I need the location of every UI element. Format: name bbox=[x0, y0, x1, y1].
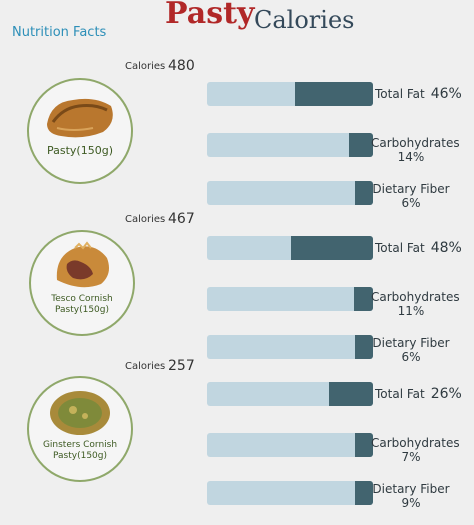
bar-track bbox=[207, 433, 373, 457]
calories-value: 467 bbox=[168, 211, 195, 227]
calories-value: 480 bbox=[168, 58, 195, 74]
calories-label: Calories bbox=[125, 361, 166, 372]
nutrient-percent: 11% bbox=[397, 304, 425, 318]
bar-track bbox=[207, 335, 373, 359]
bar-dietary-fiber bbox=[355, 481, 373, 505]
nutrient-label: Total Fat 26% bbox=[375, 386, 462, 402]
bar-track bbox=[207, 287, 373, 311]
bar-track bbox=[207, 481, 373, 505]
page-subtitle: Calories bbox=[254, 6, 355, 34]
nutrient-label: Total Fat 48% bbox=[375, 240, 462, 256]
nutrient-percent: 26% bbox=[430, 386, 462, 402]
nutrient-name: Total Fat bbox=[375, 387, 425, 401]
pasty-image bbox=[50, 391, 110, 435]
food-item-circle: Ginsters Cornish Pasty(150g) bbox=[27, 376, 133, 482]
nutrient-label: Dietary Fiber 6% bbox=[371, 336, 451, 364]
food-item-label: Pasty(150g) bbox=[47, 144, 113, 157]
nutrient-label: Total Fat 46% bbox=[375, 86, 462, 102]
nutrition-facts-label: Nutrition Facts bbox=[12, 25, 107, 40]
nutrient-label: Carbohydrates 7% bbox=[371, 436, 460, 464]
nutrient-name: Dietary Fiber bbox=[372, 482, 450, 496]
nutrient-name: Dietary Fiber bbox=[372, 182, 450, 196]
bar-track bbox=[207, 181, 373, 205]
pasty-image bbox=[56, 241, 109, 288]
calories-value: 257 bbox=[168, 358, 195, 374]
nutrient-percent: 9% bbox=[401, 496, 421, 510]
page-title: Pasty bbox=[165, 0, 255, 31]
bar-carbohydrates bbox=[355, 433, 373, 457]
food-item-circle: Tesco Cornish Pasty(150g) bbox=[29, 230, 135, 336]
bar-track bbox=[207, 82, 373, 106]
nutrient-percent: 6% bbox=[401, 350, 421, 364]
nutrient-percent: 48% bbox=[430, 240, 462, 256]
nutrient-label: Carbohydrates 14% bbox=[371, 136, 460, 164]
nutrient-name: Total Fat bbox=[375, 87, 425, 101]
bar-total-fat bbox=[294, 82, 373, 106]
nutrient-label: Dietary Fiber 9% bbox=[371, 482, 451, 510]
food-item-label: Ginsters Cornish Pasty(150g) bbox=[42, 440, 118, 461]
bar-carbohydrates bbox=[349, 133, 373, 157]
bar-total-fat bbox=[291, 236, 373, 260]
bar-track bbox=[207, 236, 373, 260]
calories-label: Calories bbox=[125, 214, 166, 225]
bar-track bbox=[207, 382, 373, 406]
bar-carbohydrates bbox=[354, 287, 373, 311]
bar-dietary-fiber bbox=[355, 181, 373, 205]
bar-total-fat bbox=[328, 382, 373, 406]
bar-dietary-fiber bbox=[355, 335, 373, 359]
food-item-circle: Pasty(150g) bbox=[27, 78, 133, 184]
nutrient-percent: 6% bbox=[401, 196, 421, 210]
pasty-image bbox=[47, 98, 113, 138]
nutrient-name: Dietary Fiber bbox=[372, 336, 450, 350]
title-block: Pasty Calories bbox=[0, 0, 474, 40]
bar-track bbox=[207, 133, 373, 157]
nutrient-percent: 14% bbox=[397, 150, 425, 164]
nutrient-label: Carbohydrates 11% bbox=[371, 290, 460, 318]
nutrient-name: Carbohydrates bbox=[371, 136, 460, 150]
nutrient-name: Total Fat bbox=[375, 241, 425, 255]
nutrient-label: Dietary Fiber 6% bbox=[371, 182, 451, 210]
nutrient-percent: 7% bbox=[401, 450, 421, 464]
nutrient-name: Carbohydrates bbox=[371, 290, 460, 304]
nutrient-percent: 46% bbox=[430, 86, 462, 102]
food-item-label: Tesco Cornish Pasty(150g) bbox=[51, 294, 113, 315]
nutrient-name: Carbohydrates bbox=[371, 436, 460, 450]
calories-label: Calories bbox=[125, 61, 166, 72]
